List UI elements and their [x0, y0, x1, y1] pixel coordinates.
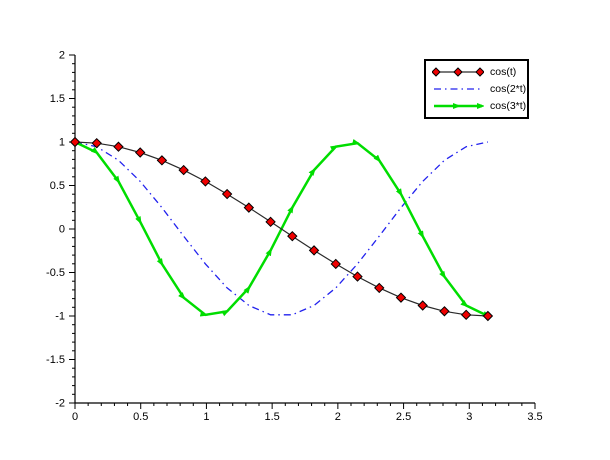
legend-label: cos(3*t)	[490, 99, 527, 112]
y-tick-label: -1.5	[46, 354, 65, 366]
diamond-marker	[395, 292, 407, 303]
diamond-marker	[460, 309, 472, 321]
diamond-marker	[113, 141, 124, 152]
diamond-marker	[265, 216, 276, 228]
legend-sample	[434, 103, 484, 109]
y-tick-label: 0	[59, 224, 65, 236]
diamond-marker	[69, 136, 81, 148]
legend-item: cos(3*t)	[432, 98, 527, 114]
diamond-marker	[439, 306, 450, 317]
diamond-marker	[287, 230, 298, 242]
diamond-marker	[134, 147, 146, 158]
y-tick-label: -0.5	[46, 267, 65, 279]
x-tick-label: 2	[335, 411, 341, 423]
legend-sample	[432, 67, 484, 77]
x-tick-label: 1	[203, 411, 209, 423]
y-tick-label: 1.5	[50, 93, 65, 105]
legend-sample	[434, 88, 482, 90]
diamond-marker	[308, 245, 320, 256]
diamond-marker	[330, 258, 341, 270]
legend-item: cos(t)	[432, 64, 523, 80]
y-tick-label: 2	[59, 50, 65, 62]
y-tick-label: 1	[59, 137, 65, 149]
x-tick-label: 3	[466, 411, 472, 423]
legend-box: cos(t) cos(2*t) cos(3*t)	[424, 59, 529, 119]
diamond-marker	[91, 137, 102, 149]
diamond-marker	[221, 188, 233, 200]
diamond-marker	[156, 155, 168, 166]
y-tick-label: -2	[55, 398, 65, 410]
y-tick-label: 0.5	[50, 180, 65, 192]
diamond-marker	[352, 271, 363, 282]
diamond-marker	[482, 310, 494, 322]
x-tick-label: 2.5	[396, 411, 411, 423]
diamond-marker	[178, 164, 189, 176]
diamond-marker	[417, 300, 428, 311]
diamond-marker	[200, 176, 211, 187]
legend-item: cos(2*t)	[432, 81, 527, 97]
x-tick-label: 3.5	[527, 411, 542, 423]
legend-diamond-marker	[432, 67, 441, 77]
legend-diamond-marker	[475, 67, 484, 77]
legend-label: cos(2*t)	[490, 82, 527, 95]
x-tick-label: 0	[72, 411, 78, 423]
legend-label: cos(t)	[490, 65, 517, 78]
y-tick-label: -1	[55, 311, 65, 323]
x-tick-label: 0.5	[133, 411, 148, 423]
x-tick-label: 1.5	[264, 411, 279, 423]
legend-diamond-marker	[453, 67, 463, 77]
diamond-marker	[243, 202, 255, 213]
curve-cos-t	[74, 141, 488, 317]
diamond-marker	[374, 282, 385, 294]
